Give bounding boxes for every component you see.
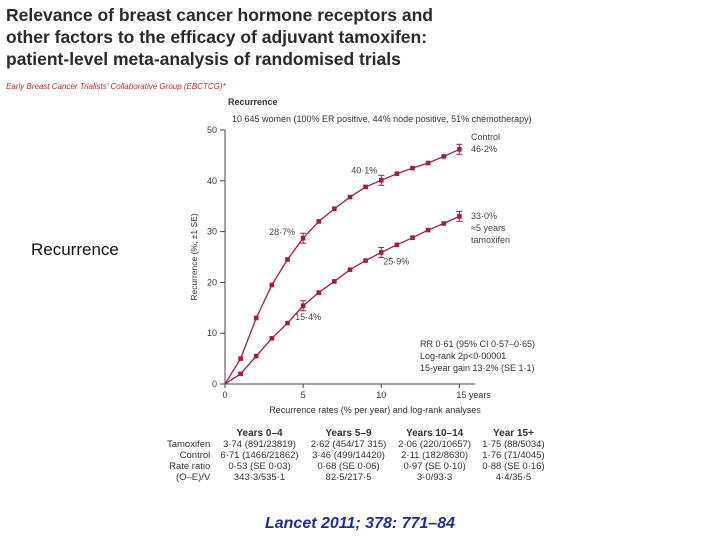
- x-tick-label: 10: [376, 390, 386, 400]
- tamoxifen-end-label: 33·0% ≈5 years tamoxifen: [471, 211, 510, 245]
- tamoxifen-data-point: [238, 371, 243, 377]
- table-row: (O–E)/V 343·3/535·1 82·5/217·5 3·0/93·3 …: [160, 472, 550, 483]
- table-cell: 0·53 (SE 0·03): [228, 461, 291, 472]
- table-cell: 6·71 (1466/21862): [220, 450, 299, 461]
- citation: Lancet 2011; 378: 771–84: [264, 515, 456, 532]
- data-annotation: 40·1%: [351, 165, 377, 175]
- control-series-line: [224, 148, 460, 385]
- tamoxifen-final-value: 33·0%: [471, 211, 497, 221]
- authors-line: Early Breast Cancer Trialists' Collabora…: [6, 82, 226, 91]
- table-cell: 3·74 (891/23819): [223, 439, 296, 450]
- row-label: Tamoxifen: [166, 439, 211, 450]
- table-cell: 0·88 (SE 0·16): [482, 461, 545, 472]
- table-corner: [160, 428, 214, 439]
- table-cell: 2·06 (220/10657): [398, 439, 472, 450]
- control-data-point: [363, 184, 368, 190]
- control-data-point: [332, 206, 337, 212]
- tamoxifen-duration: ≈5 years: [471, 223, 506, 233]
- tamoxifen-data-point: [363, 258, 368, 263]
- tamoxifen-data-point: [394, 242, 400, 248]
- control-end-label: Control 46·2%: [471, 132, 500, 154]
- chart-title: Recurrence: [228, 97, 278, 107]
- control-data-point: [441, 154, 447, 159]
- table-cell: 1·75 (88/5034): [482, 439, 545, 450]
- table-header: Years 0–4: [236, 428, 283, 439]
- table-cell: 1·76 (71/4045): [482, 450, 545, 461]
- table-cell: 2·11 (182/8630): [401, 450, 469, 461]
- control-data-point: [425, 160, 431, 166]
- x-tick-label: 5: [301, 390, 306, 400]
- table-header-row: Years 0–4 Years 5–9 Years 10–14 Year 15+: [160, 428, 550, 439]
- table-cell: 3·46 (499/14420): [312, 450, 385, 461]
- y-tick-label: 20: [207, 277, 217, 287]
- row-label: (O–E)/V: [175, 472, 211, 483]
- control-data-point: [316, 219, 322, 224]
- stat-logrank: Log-rank 2p<0·00001: [420, 351, 506, 361]
- control-data-point: [238, 356, 243, 361]
- y-tick-label: 30: [207, 227, 217, 237]
- table-cell: 0·68 (SE 0·06): [317, 461, 380, 472]
- table-header: Years 5–9: [325, 428, 372, 439]
- table-header: Year 15+: [493, 428, 534, 439]
- x-tick-label: 15 years: [456, 390, 491, 400]
- control-data-point: [269, 282, 275, 288]
- tamoxifen-data-point: [253, 353, 259, 359]
- tamoxifen-data-point: [285, 320, 290, 326]
- control-data-point: [410, 165, 415, 171]
- tamoxifen-series-line: [224, 215, 460, 385]
- tamoxifen-data-point: [332, 279, 337, 284]
- tamoxifen-data-point: [441, 221, 447, 226]
- row-label: Rate ratio: [169, 461, 211, 472]
- table-cell: 2·62 (454/17 315): [310, 439, 387, 450]
- tamoxifen-data-point: [425, 227, 431, 233]
- table-cell: 0·97 (SE 0·10): [403, 461, 466, 472]
- table-row: Rate ratio 0·53 (SE 0·03) 0·68 (SE 0·06)…: [160, 461, 550, 472]
- y-tick-label: 50: [207, 125, 217, 135]
- page-title: Relevance of breast cancer hormone recep…: [6, 5, 433, 69]
- table-row: Tamoxifen 3·74 (891/23819) 2·62 (454/17 …: [160, 439, 550, 450]
- tamoxifen-data-point: [269, 335, 275, 341]
- control-final-value: 46·2%: [471, 144, 497, 154]
- stat-gain: 15-year gain 13·2% (SE 1·1): [420, 363, 535, 373]
- control-data-point: [253, 315, 259, 321]
- data-annotation: 28·7%: [269, 227, 295, 237]
- y-tick-label: 40: [207, 176, 217, 186]
- side-label: Recurrence: [31, 240, 119, 259]
- tamoxifen-label: tamoxifen: [471, 235, 510, 245]
- x-axis-label: Recurrence rates (% per year) and log-ra…: [269, 405, 481, 415]
- chart-subtitle: 10 645 women (100% ER positive, 44% node…: [232, 114, 532, 124]
- tamoxifen-data-point: [410, 235, 415, 240]
- tamoxifen-data-point: [316, 290, 322, 295]
- y-tick-label: 10: [207, 328, 217, 338]
- table-cell: 4·4/35·5: [495, 472, 532, 483]
- control-label: Control: [471, 132, 500, 142]
- y-tick-label: 0: [212, 379, 217, 389]
- row-label: Control: [179, 450, 211, 461]
- stat-rr: RR 0·61 (95% CI 0·57–0·65): [420, 339, 535, 349]
- table-cell: 3·0/93·3: [416, 472, 453, 483]
- rates-table: Years 0–4 Years 5–9 Years 10–14 Year 15+…: [160, 428, 550, 483]
- data-annotation: 25·9%: [383, 256, 409, 266]
- tamoxifen-data-point: [347, 267, 353, 272]
- table-header: Years 10–14: [405, 428, 464, 439]
- x-tick-label: 0: [222, 390, 227, 400]
- y-axis-label: Recurrence (%; ±1 SE): [189, 213, 199, 301]
- data-annotation: 15·4%: [295, 312, 321, 322]
- table-cell: 343·3/535·1: [233, 472, 286, 483]
- table-cell: 82·5/217·5: [325, 472, 372, 483]
- control-data-point: [347, 194, 353, 200]
- stats-box: RR 0·61 (95% CI 0·57–0·65) Log-rank 2p<0…: [420, 339, 535, 373]
- table-row: Control 6·71 (1466/21862) 3·46 (499/1442…: [160, 450, 550, 461]
- control-data-point: [285, 257, 290, 262]
- control-data-point: [394, 171, 400, 176]
